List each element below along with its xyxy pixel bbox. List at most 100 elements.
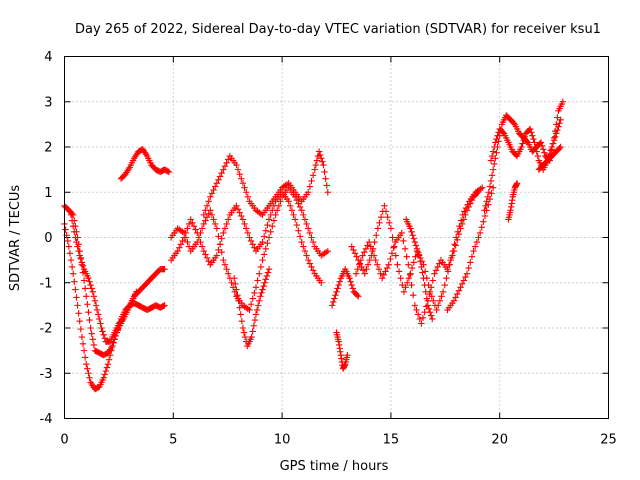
data-point [241, 220, 248, 228]
data-point [65, 243, 73, 250]
data-point [305, 189, 312, 196]
data-point [463, 270, 471, 277]
data-point [481, 212, 489, 220]
data-point [520, 137, 527, 144]
data-point [73, 238, 80, 246]
data-point [426, 308, 434, 316]
data-point [388, 250, 396, 257]
data-point [264, 269, 272, 276]
data-point [540, 146, 547, 153]
data-point [102, 367, 110, 375]
data-point [225, 216, 232, 223]
data-point [71, 278, 78, 285]
data-point [247, 237, 255, 245]
data-point [70, 270, 77, 277]
data-point [269, 222, 276, 230]
data-point [223, 265, 230, 273]
data-point [389, 234, 396, 241]
data-point [313, 157, 321, 164]
data-point [84, 365, 91, 372]
data-point [347, 278, 354, 285]
data-point [372, 256, 379, 264]
data-point [427, 284, 435, 291]
data-point [499, 129, 507, 136]
data-point [382, 208, 390, 215]
data-point [197, 238, 204, 246]
data-point [414, 311, 422, 318]
data-point [75, 247, 82, 255]
data-point [257, 293, 264, 300]
data-point [480, 218, 487, 225]
data-point [86, 316, 93, 324]
data-point [429, 315, 436, 323]
data-point [198, 243, 206, 250]
data-point [418, 320, 425, 327]
data-point [83, 361, 90, 368]
data-point [200, 247, 207, 255]
series-arc-18 [535, 143, 564, 173]
y-tick-label: -1 [40, 276, 53, 291]
data-point [90, 341, 98, 349]
data-point [479, 184, 486, 191]
data-point [378, 275, 386, 282]
data-point [118, 316, 126, 324]
data-point [318, 279, 325, 286]
data-point [409, 232, 416, 239]
data-point [487, 177, 495, 185]
data-point [478, 224, 485, 231]
data-point [78, 333, 86, 341]
data-point [401, 245, 409, 253]
y-tick-label: 0 [44, 231, 52, 246]
data-point [455, 287, 463, 294]
data-point [79, 340, 87, 348]
data-point [235, 297, 242, 305]
data-point [434, 263, 441, 271]
data-point [100, 331, 107, 338]
data-point [87, 281, 94, 289]
data-point [202, 217, 209, 224]
data-point [220, 166, 227, 173]
data-point [403, 253, 410, 260]
data-point [521, 133, 528, 141]
data-point [549, 140, 557, 147]
data-point [260, 282, 267, 290]
data-point [353, 253, 360, 260]
data-point [285, 198, 292, 205]
data-point [348, 281, 355, 289]
data-point [179, 237, 186, 245]
data-point [364, 261, 372, 268]
data-point [180, 234, 188, 241]
data-point [336, 278, 343, 285]
data-point [189, 219, 196, 226]
data-point [251, 289, 258, 297]
series-arc-12 [352, 189, 482, 327]
data-point [364, 242, 371, 249]
data-point [519, 140, 526, 147]
data-point [252, 284, 260, 291]
data-point [221, 261, 229, 268]
data-point [421, 268, 429, 275]
data-point [215, 176, 222, 184]
data-point [309, 267, 317, 274]
data-point [194, 229, 201, 237]
data-point [216, 173, 224, 180]
data-point [424, 302, 432, 309]
grid [64, 56, 609, 419]
data-point [233, 161, 240, 169]
data-point [492, 139, 499, 146]
data-point [457, 284, 464, 291]
data-point [557, 116, 564, 124]
data-point [244, 193, 252, 200]
x-tick-label: 0 [60, 433, 68, 448]
data-point [473, 238, 481, 246]
data-point [417, 258, 424, 265]
data-point [412, 253, 419, 260]
series-arc-9 [328, 265, 362, 309]
data-point [355, 293, 362, 300]
data-point [203, 202, 211, 210]
data-point [239, 216, 247, 223]
data-point [213, 225, 221, 232]
data-point [436, 260, 443, 267]
y-axis-label: SDTVAR / TECUs [8, 185, 23, 292]
data-point [374, 261, 381, 268]
